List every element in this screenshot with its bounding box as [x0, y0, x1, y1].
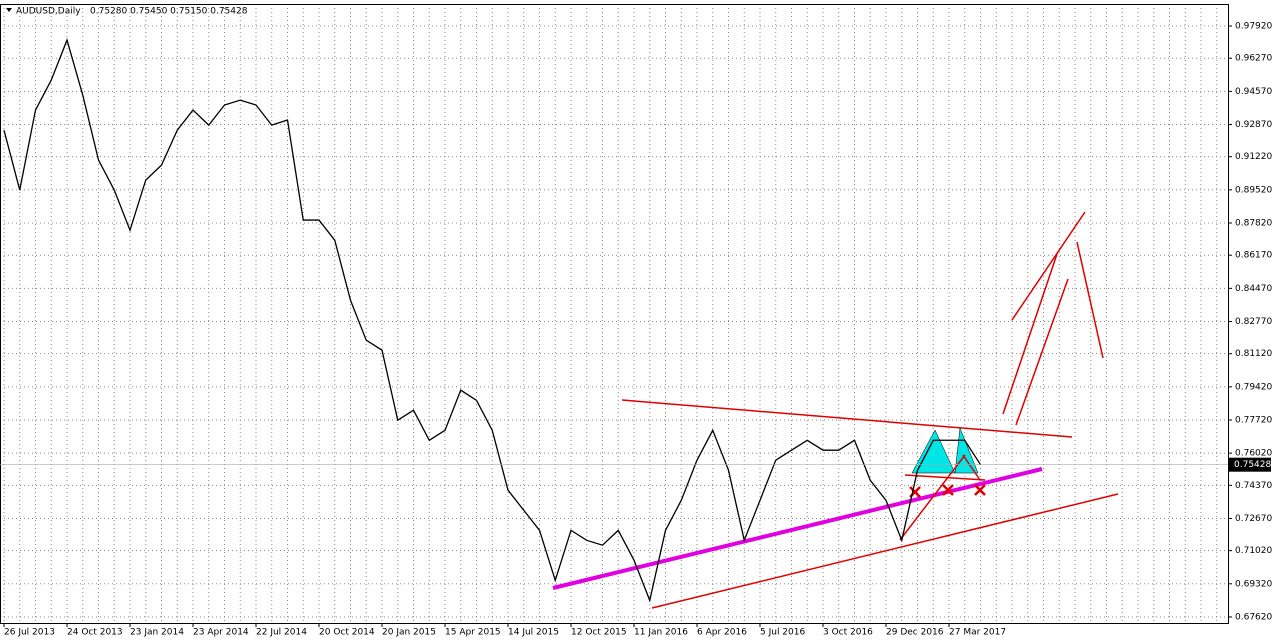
symbol: AUDUSD,Daily: [16, 7, 81, 17]
x-tick-label: 20 Oct 2014: [319, 628, 375, 638]
plot: [3, 38, 982, 603]
y-tick-label: 0.76020: [1235, 449, 1272, 459]
price-line: [3, 38, 982, 603]
price-tag: [1229, 457, 1271, 472]
y-tick-label: 0.69320: [1235, 579, 1272, 589]
trend-line: [552, 467, 1043, 590]
y-tick-label: 0.87820: [1235, 219, 1272, 229]
x-tick-label: 14 Jul 2015: [508, 628, 559, 638]
y-tick-label: 0.89520: [1235, 185, 1272, 195]
projection-line: [1015, 278, 1069, 426]
x-tick-label: 27 Mar 2017: [949, 628, 1006, 638]
x-tick-label: 20 Jan 2015: [382, 628, 436, 638]
y-tick-label: 0.96270: [1235, 54, 1272, 64]
y-tick-label: 0.72670: [1235, 514, 1272, 524]
price-tag-label: 0.75428: [1234, 460, 1271, 470]
y-tick-label: 0.86170: [1235, 251, 1272, 261]
x-tick-label: 3 Oct 2016: [823, 628, 873, 638]
x-tick-label: 24 Oct 2013: [67, 628, 123, 638]
quote: 0.75280 0.75450 0.75150 0.75428: [90, 7, 248, 17]
neckline: [904, 474, 986, 481]
pattern-triangle: [911, 429, 956, 474]
trend-line: [962, 454, 981, 481]
y-tick-label: 0.81120: [1235, 349, 1272, 359]
projection-line: [1002, 253, 1058, 415]
y-tick-label: 0.92870: [1235, 120, 1272, 130]
y-tick-label: 0.71020: [1235, 546, 1272, 556]
x-tick-label: 6 Apr 2016: [697, 628, 747, 638]
x-tick-label: 12 Oct 2015: [571, 628, 627, 638]
x-tick-label: 29 Dec 2016: [886, 628, 944, 638]
x-tick-label: 22 Jul 2014: [256, 628, 307, 638]
drawings: [552, 211, 1119, 609]
x-tick-label: 5 Jul 2016: [760, 628, 805, 638]
x-tick-label: 15 Apr 2015: [445, 628, 501, 638]
y-tick-label: 0.77720: [1235, 415, 1272, 425]
x-tick-label: 26 Jul 2013: [4, 628, 55, 638]
grid: [0, 4, 1228, 623]
y-tick-label: 0.94570: [1235, 87, 1272, 97]
cross-marker: [909, 484, 986, 498]
plot-frame: [0, 4, 1229, 624]
trend-line: [651, 493, 1119, 609]
trend-line: [899, 454, 966, 541]
y-tick-label: 0.67620: [1235, 612, 1272, 622]
y-tick-label: 0.79420: [1235, 382, 1272, 392]
y-tick-label: 0.84470: [1235, 284, 1272, 294]
y-tick-label: 0.97920: [1235, 22, 1272, 32]
y-tick-label: 0.82770: [1235, 317, 1272, 327]
trend-line: [621, 399, 1073, 438]
x-tick-label: 11 Jan 2016: [634, 628, 688, 638]
projection-line: [1076, 241, 1104, 359]
x-tick-label: 23 Jan 2014: [130, 628, 184, 638]
collapse-icon: [6, 8, 12, 12]
y-tick-label: 0.74370: [1235, 481, 1272, 491]
x-tick-label: 23 Apr 2014: [193, 628, 249, 638]
projection-line: [1011, 211, 1086, 321]
y-tick-label: 0.91220: [1235, 152, 1272, 162]
